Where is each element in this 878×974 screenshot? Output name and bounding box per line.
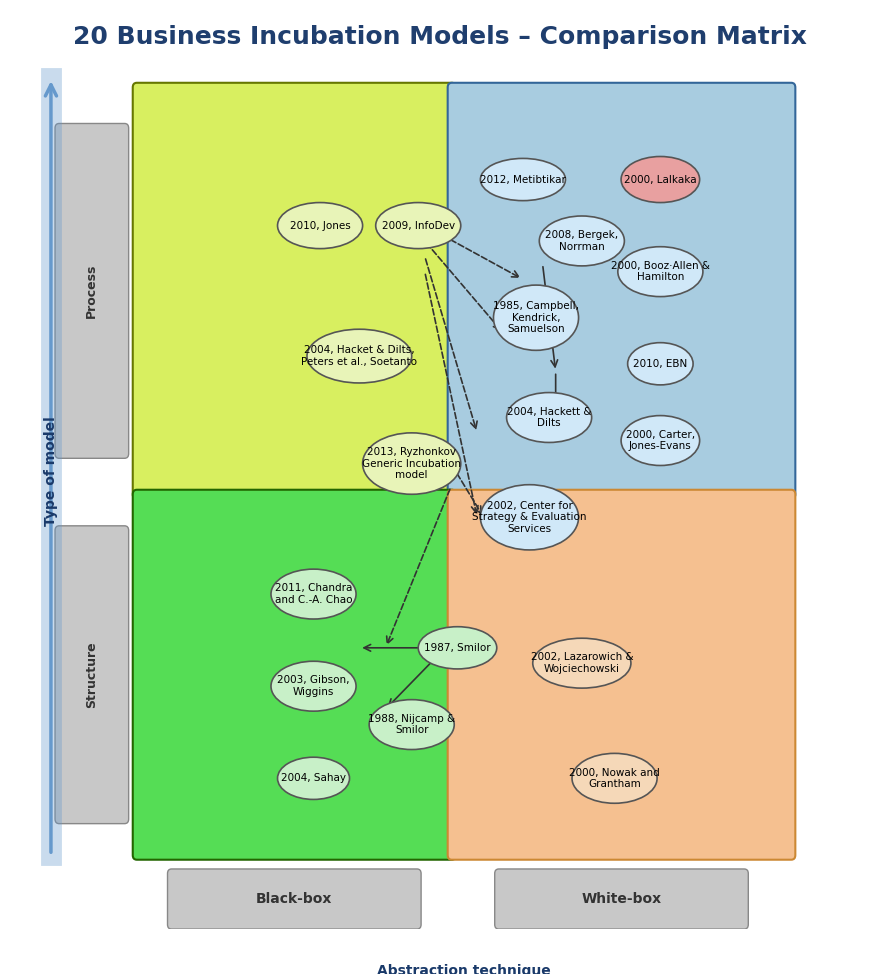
Ellipse shape	[572, 753, 657, 804]
Text: 1987, Smilor: 1987, Smilor	[424, 643, 490, 653]
Ellipse shape	[306, 329, 411, 383]
Text: 1985, Campbell,
Kendrick,
Samuelson: 1985, Campbell, Kendrick, Samuelson	[493, 301, 579, 334]
FancyBboxPatch shape	[494, 869, 747, 929]
Text: 2002, Lazarowich &
Wojciechowski: 2002, Lazarowich & Wojciechowski	[530, 653, 632, 674]
Ellipse shape	[480, 485, 578, 550]
Text: 2000, Nowak and
Grantham: 2000, Nowak and Grantham	[569, 768, 659, 789]
Ellipse shape	[418, 626, 496, 669]
FancyBboxPatch shape	[447, 490, 795, 860]
Text: 2011, Chandra
and C.-A. Chao: 2011, Chandra and C.-A. Chao	[275, 583, 352, 605]
Text: 2004, Sahay: 2004, Sahay	[281, 773, 346, 783]
FancyBboxPatch shape	[133, 490, 456, 860]
Ellipse shape	[363, 432, 460, 494]
Text: 1988, Nijcamp &
Smilor: 1988, Nijcamp & Smilor	[368, 714, 455, 735]
Ellipse shape	[375, 203, 460, 248]
Ellipse shape	[539, 216, 623, 266]
Text: 2004, Hacket & Dilts,
Peters et al., Soetanto: 2004, Hacket & Dilts, Peters et al., Soe…	[301, 346, 417, 367]
Text: 2010, EBN: 2010, EBN	[632, 358, 687, 369]
Text: 2002, Center for
Strategy & Evaluation
Services: 2002, Center for Strategy & Evaluation S…	[471, 501, 586, 534]
Text: Business Incubation Blog http://worldbusinessincubation.wordpress.com/, Author R: Business Incubation Blog http://worldbus…	[110, 946, 768, 958]
Text: 2003, Gibson,
Wiggins: 2003, Gibson, Wiggins	[277, 675, 349, 697]
Ellipse shape	[270, 661, 356, 711]
Text: 2009, InfoDev: 2009, InfoDev	[381, 220, 454, 231]
FancyBboxPatch shape	[133, 83, 456, 499]
Text: Type of model: Type of model	[44, 416, 58, 526]
Ellipse shape	[270, 569, 356, 619]
Ellipse shape	[506, 393, 591, 442]
FancyBboxPatch shape	[55, 526, 128, 824]
Ellipse shape	[493, 285, 578, 351]
FancyBboxPatch shape	[447, 83, 795, 499]
Text: 2004, Hackett &
Dilts: 2004, Hackett & Dilts	[507, 407, 591, 429]
Text: Black-box: Black-box	[255, 892, 332, 906]
Ellipse shape	[617, 246, 702, 297]
Text: Abstraction technique: Abstraction technique	[377, 963, 551, 974]
Ellipse shape	[369, 699, 454, 750]
Text: 2013, Ryzhonkov
Generic Incubation
model: 2013, Ryzhonkov Generic Incubation model	[362, 447, 461, 480]
Text: 2012, Metibtikar: 2012, Metibtikar	[479, 174, 565, 184]
Text: 2010, Jones: 2010, Jones	[290, 220, 350, 231]
Ellipse shape	[277, 757, 349, 800]
FancyBboxPatch shape	[168, 869, 421, 929]
Text: Structure: Structure	[85, 642, 98, 708]
Text: Process: Process	[85, 264, 98, 318]
FancyBboxPatch shape	[55, 124, 128, 459]
Ellipse shape	[532, 638, 630, 688]
Text: 2000, Carter,
Jones-Evans: 2000, Carter, Jones-Evans	[625, 430, 694, 451]
Text: White-box: White-box	[580, 892, 661, 906]
Text: 2000, Booz·Allen &
Hamilton: 2000, Booz·Allen & Hamilton	[610, 261, 709, 282]
Ellipse shape	[480, 159, 565, 201]
Text: 2000, Lalkaka: 2000, Lalkaka	[623, 174, 696, 184]
Ellipse shape	[627, 343, 692, 385]
Text: 20 Business Incubation Models – Comparison Matrix: 20 Business Incubation Models – Comparis…	[73, 24, 805, 49]
Ellipse shape	[277, 203, 363, 248]
Ellipse shape	[621, 416, 699, 466]
Ellipse shape	[621, 157, 699, 203]
Text: 2008, Bergek,
Norrman: 2008, Bergek, Norrman	[544, 230, 618, 251]
